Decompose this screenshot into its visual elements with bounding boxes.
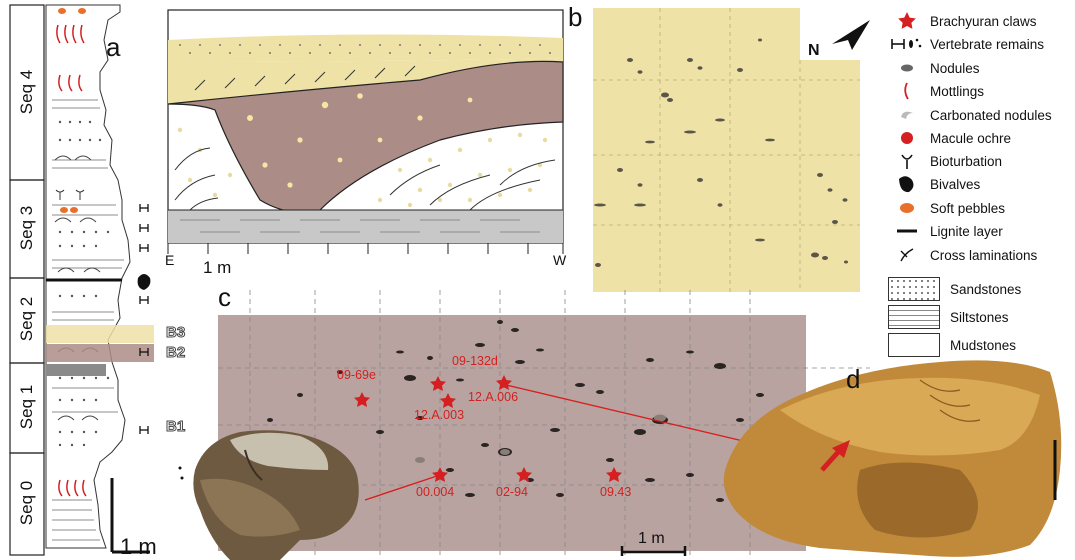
bioturbation-icon: [890, 150, 924, 172]
sequence-boxes: [9, 4, 45, 556]
lithology-item: Siltstones: [888, 304, 1009, 330]
siltstone-swatch: [888, 305, 940, 329]
sequence-label: Seq 4: [17, 69, 36, 115]
legend-item: Macule ochre: [890, 127, 1011, 149]
north-label: N: [808, 42, 820, 59]
north-arrow-icon: [832, 20, 870, 50]
carbonated-nodule-icon: [890, 104, 924, 126]
lithology-item: Mudstones: [888, 332, 1016, 358]
panel-letter-a: a: [106, 32, 121, 62]
specimen-label: 12.A.006: [468, 390, 519, 404]
fossil-photo-right: [723, 360, 1062, 557]
sequence-label: Seq 2: [17, 296, 36, 342]
mudstone-swatch: [888, 333, 940, 357]
column-scale-label: 1 m: [120, 534, 157, 559]
red-star-icon: [890, 10, 924, 32]
red-dot-icon: [890, 127, 924, 149]
cross-lamination-icon: [890, 244, 924, 266]
fossil-photo-left: [193, 430, 359, 560]
mottling-icon: [890, 80, 924, 102]
plan-map: [593, 8, 870, 292]
panel-letter-b: b: [568, 2, 583, 32]
sequence-label: Seq 1: [17, 384, 36, 430]
bed-label-b1: B1: [165, 418, 186, 436]
bed-b3-band: [46, 325, 154, 343]
section-scale-label: 1 m: [203, 258, 232, 277]
legend-item: Bioturbation: [890, 150, 1002, 172]
legend-item: Soft pebbles: [890, 197, 1005, 219]
specimen-label: 09-69e: [337, 368, 376, 382]
sequence-label: Seq 0: [17, 480, 36, 526]
specimen-label: 02-94: [496, 485, 528, 499]
legend-item: Carbonated nodules: [890, 104, 1052, 126]
bed-label-b2: B2: [165, 344, 186, 362]
lithology-item: Sandstones: [888, 276, 1021, 302]
specimen-label: 09.43: [600, 485, 632, 499]
vertebrate-markers: [139, 204, 149, 434]
specimen-stars: [354, 375, 622, 482]
bed-label-b3: B3: [165, 324, 186, 342]
bivalve-icon: [890, 173, 924, 195]
specimen-label: 12.A.003: [414, 408, 465, 422]
column-scale-bar: [110, 478, 150, 554]
gray-band: [46, 364, 106, 376]
legend-item: Nodules: [890, 57, 980, 79]
panel-letter-d: d: [846, 364, 861, 394]
lignite-icon: [890, 220, 924, 242]
panel-letter-c: c: [218, 282, 231, 312]
section-end-left: E: [165, 252, 175, 268]
legend-item: Mottlings: [890, 80, 984, 102]
stratigraphic-column: [45, 4, 131, 549]
specimen-label: 00.004: [416, 485, 455, 499]
cross-section: [167, 9, 564, 254]
legend-item: Vertebrate remains: [890, 33, 1044, 55]
nodule-icon: [890, 57, 924, 79]
specimen-label: 09-132d: [452, 354, 498, 368]
section-end-right: W: [553, 252, 567, 268]
legend-item: Brachyuran claws: [890, 10, 1037, 32]
legend-item: Lignite layer: [890, 220, 1003, 242]
bed-b2-band: [46, 344, 154, 362]
sequence-label: Seq 3: [17, 205, 36, 251]
bivalve-marker: [137, 274, 151, 290]
legend-item: Bivalves: [890, 173, 980, 195]
sandstone-swatch: [888, 277, 940, 301]
orange-pebble-icon: [890, 197, 924, 219]
map-scale-label: 1 m: [638, 530, 665, 547]
vertebrate-icon: [890, 33, 924, 55]
legend-item: Cross laminations: [890, 244, 1037, 266]
